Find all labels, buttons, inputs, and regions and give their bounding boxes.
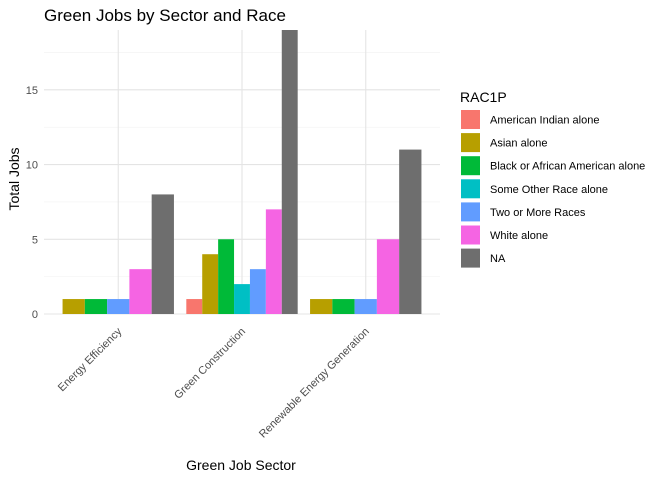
y-tick-label: 0 bbox=[32, 309, 38, 321]
legend: RAC1P American Indian alone Asian alone Bl… bbox=[460, 89, 645, 268]
legend-label: Black or African American alone bbox=[490, 161, 645, 173]
bar-renewable-energy-generation-na bbox=[399, 149, 422, 314]
bar-green-construction-american-indian-alone bbox=[186, 299, 203, 314]
legend-items: American Indian alone Asian alone Black or… bbox=[461, 110, 645, 268]
legend-key bbox=[461, 133, 480, 153]
bar-green-construction-two-or-more-races bbox=[249, 269, 266, 314]
x-tick-label: Green Construction bbox=[172, 326, 248, 402]
chart-title: Green Jobs by Sector and Race bbox=[44, 6, 286, 25]
legend-label: Two or More Races bbox=[490, 207, 586, 219]
bars bbox=[62, 30, 422, 314]
y-tick-label: 15 bbox=[26, 85, 38, 97]
bar-green-construction-na bbox=[281, 30, 298, 314]
bar-green-construction-black-or-african-american-alone bbox=[218, 239, 235, 314]
legend-label: Some Other Race alone bbox=[490, 184, 608, 196]
legend-label: White alone bbox=[490, 230, 548, 242]
legend-key bbox=[461, 225, 480, 245]
bar-energy-efficiency-na bbox=[151, 194, 174, 314]
legend-key bbox=[461, 202, 480, 222]
legend-key bbox=[461, 156, 480, 176]
y-tick-label: 5 bbox=[32, 234, 38, 246]
legend-label: American Indian alone bbox=[490, 115, 599, 127]
x-tick-label: Energy Efficiency bbox=[56, 325, 125, 394]
legend-label: NA bbox=[490, 253, 506, 265]
bar-energy-efficiency-asian-alone bbox=[62, 299, 85, 314]
bar-energy-efficiency-white-alone bbox=[129, 269, 152, 314]
bar-renewable-energy-generation-asian-alone bbox=[310, 299, 333, 314]
bar-energy-efficiency-two-or-more-races bbox=[107, 299, 130, 314]
legend-label: Asian alone bbox=[490, 138, 548, 150]
legend-key bbox=[461, 248, 480, 268]
bar-energy-efficiency-black-or-african-american-alone bbox=[84, 299, 108, 314]
x-tick-label: Renewable Energy Generation bbox=[257, 326, 372, 441]
bar-renewable-energy-generation-white-alone bbox=[376, 239, 400, 314]
bar-renewable-energy-generation-black-or-african-american-alone bbox=[332, 299, 355, 314]
legend-key bbox=[461, 179, 480, 199]
bar-green-construction-some-other-race-alone bbox=[234, 284, 250, 314]
x-axis-ticks: Energy Efficiency Green Construction Renew… bbox=[56, 325, 372, 440]
y-axis-ticks: 0 5 10 15 bbox=[26, 85, 38, 321]
legend-key bbox=[461, 110, 480, 129]
x-axis-label: Green Job Sector bbox=[186, 457, 296, 473]
y-tick-label: 10 bbox=[26, 160, 38, 172]
bar-green-construction-white-alone bbox=[265, 209, 282, 314]
y-axis-label: Total Jobs bbox=[6, 147, 22, 210]
legend-title: RAC1P bbox=[460, 89, 507, 105]
bar-green-construction-asian-alone bbox=[202, 254, 219, 314]
bar-renewable-energy-generation-two-or-more-races bbox=[354, 299, 377, 314]
